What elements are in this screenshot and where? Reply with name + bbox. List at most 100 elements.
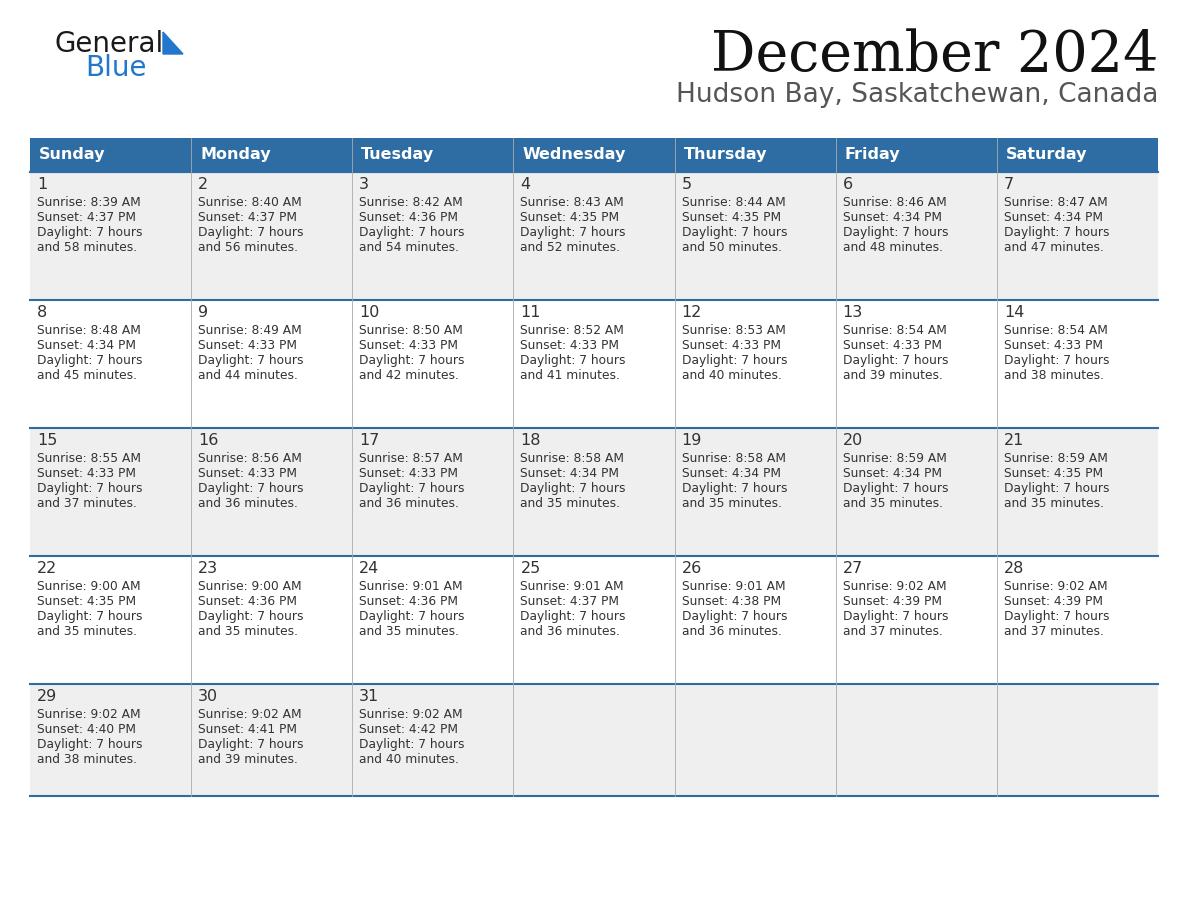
Text: 11: 11 <box>520 305 541 320</box>
Text: Sunset: 4:33 PM: Sunset: 4:33 PM <box>359 467 459 480</box>
Text: Monday: Monday <box>200 148 271 162</box>
Text: Sunset: 4:35 PM: Sunset: 4:35 PM <box>37 595 137 608</box>
Text: Daylight: 7 hours: Daylight: 7 hours <box>198 610 304 623</box>
Text: 5: 5 <box>682 177 691 192</box>
Text: Daylight: 7 hours: Daylight: 7 hours <box>37 354 143 367</box>
Text: 27: 27 <box>842 561 862 576</box>
Text: Daylight: 7 hours: Daylight: 7 hours <box>842 354 948 367</box>
Text: 17: 17 <box>359 433 380 448</box>
Text: Daylight: 7 hours: Daylight: 7 hours <box>682 354 788 367</box>
Text: Daylight: 7 hours: Daylight: 7 hours <box>198 354 304 367</box>
Text: Daylight: 7 hours: Daylight: 7 hours <box>842 226 948 239</box>
Text: Sunrise: 8:54 AM: Sunrise: 8:54 AM <box>842 324 947 337</box>
Text: Daylight: 7 hours: Daylight: 7 hours <box>842 610 948 623</box>
Text: and 44 minutes.: and 44 minutes. <box>198 369 298 382</box>
Text: Sunset: 4:39 PM: Sunset: 4:39 PM <box>1004 595 1102 608</box>
Text: Sunset: 4:42 PM: Sunset: 4:42 PM <box>359 723 459 736</box>
Text: Sunrise: 9:02 AM: Sunrise: 9:02 AM <box>359 708 463 721</box>
Text: Sunrise: 8:42 AM: Sunrise: 8:42 AM <box>359 196 463 209</box>
Text: Sunrise: 8:53 AM: Sunrise: 8:53 AM <box>682 324 785 337</box>
Text: Sunrise: 9:02 AM: Sunrise: 9:02 AM <box>37 708 140 721</box>
Text: and 58 minutes.: and 58 minutes. <box>37 241 137 254</box>
Text: and 37 minutes.: and 37 minutes. <box>37 497 137 510</box>
Text: Daylight: 7 hours: Daylight: 7 hours <box>37 482 143 495</box>
Text: Daylight: 7 hours: Daylight: 7 hours <box>682 610 788 623</box>
Text: and 40 minutes.: and 40 minutes. <box>359 753 459 766</box>
Text: 18: 18 <box>520 433 541 448</box>
Text: Sunset: 4:33 PM: Sunset: 4:33 PM <box>520 339 619 352</box>
Bar <box>30 684 1158 796</box>
Text: Daylight: 7 hours: Daylight: 7 hours <box>359 610 465 623</box>
Text: 30: 30 <box>198 689 219 704</box>
Text: Daylight: 7 hours: Daylight: 7 hours <box>682 226 788 239</box>
Text: Daylight: 7 hours: Daylight: 7 hours <box>520 226 626 239</box>
Text: Sunset: 4:33 PM: Sunset: 4:33 PM <box>359 339 459 352</box>
Text: and 36 minutes.: and 36 minutes. <box>359 497 459 510</box>
Text: 3: 3 <box>359 177 369 192</box>
Text: Daylight: 7 hours: Daylight: 7 hours <box>1004 482 1110 495</box>
Text: Sunrise: 8:50 AM: Sunrise: 8:50 AM <box>359 324 463 337</box>
Text: Sunset: 4:34 PM: Sunset: 4:34 PM <box>1004 211 1102 224</box>
Text: Hudson Bay, Saskatchewan, Canada: Hudson Bay, Saskatchewan, Canada <box>676 82 1158 108</box>
Text: and 35 minutes.: and 35 minutes. <box>1004 497 1104 510</box>
Text: and 50 minutes.: and 50 minutes. <box>682 241 782 254</box>
Text: Sunset: 4:33 PM: Sunset: 4:33 PM <box>842 339 942 352</box>
Text: Sunset: 4:33 PM: Sunset: 4:33 PM <box>682 339 781 352</box>
Text: 15: 15 <box>37 433 57 448</box>
Text: Sunrise: 9:02 AM: Sunrise: 9:02 AM <box>198 708 302 721</box>
Text: 21: 21 <box>1004 433 1024 448</box>
Text: and 37 minutes.: and 37 minutes. <box>1004 625 1104 638</box>
Text: 9: 9 <box>198 305 208 320</box>
Text: Sunrise: 8:44 AM: Sunrise: 8:44 AM <box>682 196 785 209</box>
Text: 24: 24 <box>359 561 379 576</box>
Text: Sunrise: 8:43 AM: Sunrise: 8:43 AM <box>520 196 624 209</box>
Text: Thursday: Thursday <box>683 148 767 162</box>
Text: Sunset: 4:41 PM: Sunset: 4:41 PM <box>198 723 297 736</box>
Text: and 48 minutes.: and 48 minutes. <box>842 241 943 254</box>
Text: Daylight: 7 hours: Daylight: 7 hours <box>520 610 626 623</box>
Text: 1: 1 <box>37 177 48 192</box>
Text: 19: 19 <box>682 433 702 448</box>
Text: and 41 minutes.: and 41 minutes. <box>520 369 620 382</box>
Text: General: General <box>55 30 164 58</box>
Text: Saturday: Saturday <box>1006 148 1087 162</box>
Text: Sunset: 4:34 PM: Sunset: 4:34 PM <box>842 467 942 480</box>
Text: Sunset: 4:37 PM: Sunset: 4:37 PM <box>37 211 135 224</box>
Text: and 36 minutes.: and 36 minutes. <box>682 625 782 638</box>
Text: Tuesday: Tuesday <box>361 148 435 162</box>
Text: Sunrise: 8:40 AM: Sunrise: 8:40 AM <box>198 196 302 209</box>
Text: Sunrise: 9:01 AM: Sunrise: 9:01 AM <box>682 580 785 593</box>
Text: and 54 minutes.: and 54 minutes. <box>359 241 460 254</box>
Text: Daylight: 7 hours: Daylight: 7 hours <box>682 482 788 495</box>
Text: and 38 minutes.: and 38 minutes. <box>37 753 137 766</box>
Text: Daylight: 7 hours: Daylight: 7 hours <box>359 226 465 239</box>
Text: 7: 7 <box>1004 177 1015 192</box>
Bar <box>30 556 1158 684</box>
Text: and 56 minutes.: and 56 minutes. <box>198 241 298 254</box>
Text: Sunset: 4:35 PM: Sunset: 4:35 PM <box>1004 467 1102 480</box>
Text: Sunrise: 8:58 AM: Sunrise: 8:58 AM <box>682 452 785 465</box>
Text: Sunrise: 9:00 AM: Sunrise: 9:00 AM <box>198 580 302 593</box>
Text: and 39 minutes.: and 39 minutes. <box>198 753 298 766</box>
Text: 23: 23 <box>198 561 219 576</box>
Text: Daylight: 7 hours: Daylight: 7 hours <box>359 482 465 495</box>
Text: Daylight: 7 hours: Daylight: 7 hours <box>198 738 304 751</box>
Text: and 35 minutes.: and 35 minutes. <box>359 625 460 638</box>
Text: and 45 minutes.: and 45 minutes. <box>37 369 137 382</box>
Text: 20: 20 <box>842 433 862 448</box>
Text: and 37 minutes.: and 37 minutes. <box>842 625 942 638</box>
Text: Sunrise: 9:02 AM: Sunrise: 9:02 AM <box>1004 580 1107 593</box>
Text: Daylight: 7 hours: Daylight: 7 hours <box>842 482 948 495</box>
Text: and 36 minutes.: and 36 minutes. <box>520 625 620 638</box>
Text: Daylight: 7 hours: Daylight: 7 hours <box>520 354 626 367</box>
Text: Sunrise: 9:00 AM: Sunrise: 9:00 AM <box>37 580 140 593</box>
Polygon shape <box>163 32 183 54</box>
Text: 25: 25 <box>520 561 541 576</box>
Text: Daylight: 7 hours: Daylight: 7 hours <box>520 482 626 495</box>
Text: Sunrise: 8:46 AM: Sunrise: 8:46 AM <box>842 196 947 209</box>
Text: Sunset: 4:33 PM: Sunset: 4:33 PM <box>1004 339 1102 352</box>
Text: Sunset: 4:36 PM: Sunset: 4:36 PM <box>198 595 297 608</box>
Text: and 42 minutes.: and 42 minutes. <box>359 369 459 382</box>
Text: Daylight: 7 hours: Daylight: 7 hours <box>37 738 143 751</box>
Text: and 47 minutes.: and 47 minutes. <box>1004 241 1104 254</box>
